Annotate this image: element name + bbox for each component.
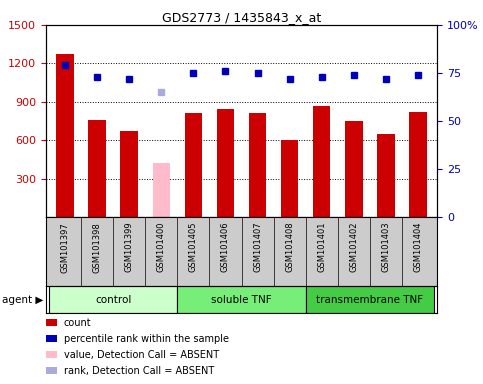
Bar [249,113,266,217]
Text: count: count [64,318,91,328]
Text: soluble TNF: soluble TNF [211,295,272,305]
Text: GSM101400: GSM101400 [157,222,166,272]
Text: agent ▶: agent ▶ [2,295,44,305]
Text: GSM101406: GSM101406 [221,222,230,272]
Bar [217,109,234,217]
Text: GSM101402: GSM101402 [349,222,358,272]
Text: GSM101407: GSM101407 [253,222,262,272]
Text: GSM101398: GSM101398 [93,222,102,273]
Text: GSM101403: GSM101403 [381,222,390,272]
Bar [57,55,74,217]
Bar [88,120,106,217]
Text: rank, Detection Call = ABSENT: rank, Detection Call = ABSENT [64,366,214,376]
Bar [153,163,170,217]
Bar [345,121,363,217]
Text: control: control [95,295,131,305]
Bar [313,106,330,217]
Text: GSM101399: GSM101399 [125,222,134,272]
Text: GSM101404: GSM101404 [413,222,422,272]
Bar [177,286,306,313]
Bar [409,112,426,217]
Text: value, Detection Call = ABSENT: value, Detection Call = ABSENT [64,350,219,360]
Text: GSM101401: GSM101401 [317,222,326,272]
Title: GDS2773 / 1435843_x_at: GDS2773 / 1435843_x_at [162,11,321,24]
Bar [377,134,395,217]
Text: GSM101408: GSM101408 [285,222,294,272]
Bar [281,140,298,217]
Bar [120,131,138,217]
Text: GSM101405: GSM101405 [189,222,198,272]
Bar [185,113,202,217]
Bar [49,286,177,313]
Bar [306,286,434,313]
Text: transmembrane TNF: transmembrane TNF [316,295,423,305]
Text: percentile rank within the sample: percentile rank within the sample [64,334,229,344]
Text: GSM101397: GSM101397 [61,222,70,273]
